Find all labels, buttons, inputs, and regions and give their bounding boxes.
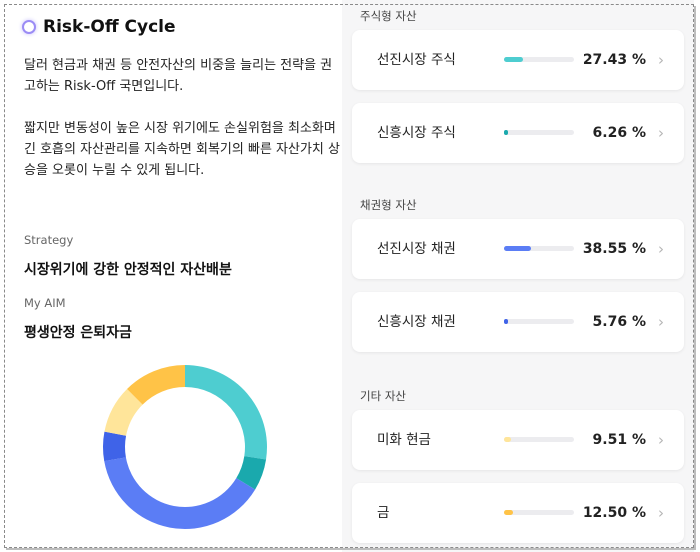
- aim-value: 평생안정 은퇴자금: [24, 325, 132, 341]
- donut-slice: [127, 365, 185, 405]
- asset-percent: 12.50 %: [582, 505, 646, 521]
- allocation-bar-fill: [504, 246, 531, 251]
- chevron-right-icon[interactable]: ›: [658, 124, 664, 142]
- allocation-bar-fill: [504, 510, 513, 515]
- asset-card[interactable]: 선진시장 채권 38.55 % ›: [352, 219, 684, 279]
- donut-slice: [104, 457, 256, 529]
- allocation-bar: [504, 510, 574, 515]
- frame-border: [4, 4, 694, 548]
- asset-percent: 38.55 %: [582, 241, 646, 257]
- allocation-donut-chart: [103, 365, 267, 529]
- asset-card[interactable]: 미화 현금 9.51 % ›: [352, 410, 684, 470]
- allocation-bar-fill: [504, 437, 511, 442]
- page-title: Risk-Off Cycle: [43, 17, 176, 37]
- asset-name: 금: [377, 505, 390, 521]
- asset-percent: 9.51 %: [592, 432, 646, 448]
- asset-name: 선진시장 주식: [377, 52, 456, 68]
- chevron-right-icon[interactable]: ›: [658, 51, 664, 69]
- chevron-right-icon[interactable]: ›: [658, 504, 664, 522]
- donut-slice: [104, 389, 143, 436]
- title-row: Risk-Off Cycle: [22, 17, 176, 37]
- description-paragraph-2: 짧지만 변동성이 높은 시장 위기에도 손실위험을 최소화며 긴 호흡의 자산관…: [24, 121, 340, 178]
- asset-card[interactable]: 신흥시장 채권 5.76 % ›: [352, 292, 684, 352]
- allocation-bar-fill: [504, 57, 523, 62]
- allocation-bar: [504, 319, 574, 324]
- strategy-label: Strategy: [24, 233, 74, 247]
- asset-percent: 6.26 %: [592, 125, 646, 141]
- chevron-right-icon[interactable]: ›: [658, 313, 664, 331]
- allocation-bar-fill: [504, 130, 508, 135]
- chevron-right-icon[interactable]: ›: [658, 431, 664, 449]
- allocation-bar: [504, 246, 574, 251]
- asset-percent: 27.43 %: [582, 52, 646, 68]
- donut-slice: [185, 365, 267, 460]
- section-label: 기타 자산: [360, 389, 406, 403]
- asset-percent: 5.76 %: [592, 314, 646, 330]
- asset-card[interactable]: 금 12.50 % ›: [352, 483, 684, 543]
- asset-card[interactable]: 선진시장 주식 27.43 % ›: [352, 30, 684, 90]
- section-label: 주식형 자산: [360, 9, 417, 23]
- donut-slice: [103, 431, 127, 462]
- section-label: 채권형 자산: [360, 198, 417, 212]
- cycle-indicator-icon: [22, 20, 36, 34]
- donut-slice: [236, 456, 267, 490]
- allocation-bar: [504, 57, 574, 62]
- chevron-right-icon[interactable]: ›: [658, 240, 664, 258]
- allocation-bar: [504, 437, 574, 442]
- asset-name: 신흥시장 주식: [377, 125, 456, 141]
- asset-name: 미화 현금: [377, 432, 431, 448]
- strategy-value: 시장위기에 강한 안정적인 자산배분: [24, 262, 232, 278]
- asset-name: 선진시장 채권: [377, 241, 456, 257]
- description-paragraph-1: 달러 현금과 채권 등 안전자산의 비중을 늘리는 전략을 권고하는 Risk-…: [24, 58, 333, 94]
- overview-panel: Risk-Off Cycle 달러 현금과 채권 등 안전자산의 비중을 늘리는…: [0, 0, 340, 552]
- aim-label: My AIM: [24, 296, 66, 310]
- asset-name: 신흥시장 채권: [377, 314, 456, 330]
- allocation-bar-fill: [504, 319, 508, 324]
- allocation-bar: [504, 130, 574, 135]
- asset-card[interactable]: 신흥시장 주식 6.26 % ›: [352, 103, 684, 163]
